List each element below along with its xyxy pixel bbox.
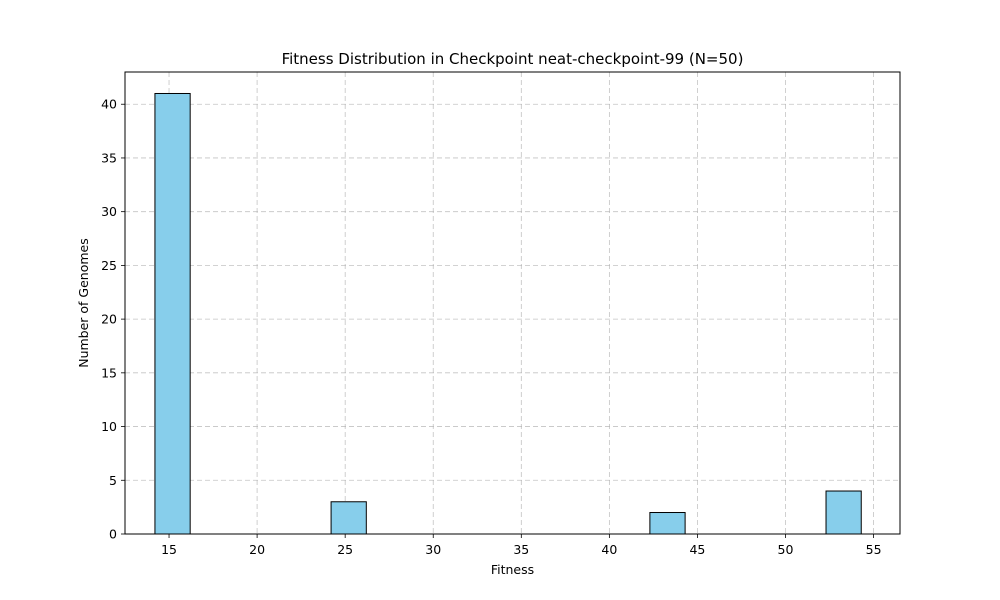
- x-tick-label: 50: [778, 542, 794, 557]
- y-tick-label: 5: [109, 473, 117, 488]
- x-tick-label: 40: [601, 542, 617, 557]
- histogram-bar: [649, 512, 686, 535]
- histogram-bar: [154, 92, 191, 535]
- histogram-bar: [330, 501, 367, 535]
- x-tick-label: 20: [249, 542, 265, 557]
- chart-title: Fitness Distribution in Checkpoint neat-…: [282, 50, 744, 68]
- plot-frame: [124, 71, 901, 535]
- x-tick-label: 30: [425, 542, 441, 557]
- x-tick-label: 55: [866, 542, 882, 557]
- y-tick-label: 15: [101, 365, 117, 380]
- histogram-bar: [825, 490, 862, 535]
- y-tick-label: 35: [101, 150, 117, 165]
- y-tick-label: 25: [101, 258, 117, 273]
- y-tick-label: 20: [101, 312, 117, 327]
- y-tick-label: 0: [109, 527, 117, 542]
- y-tick-label: 30: [101, 204, 117, 219]
- grid-layer: [125, 72, 900, 535]
- y-axis-label: Number of Genomes: [76, 238, 91, 368]
- x-tick-label: 25: [337, 542, 353, 557]
- x-tick-label: 45: [689, 542, 705, 557]
- tick-layer: 15 20 25 30 35 40 45 50 55 0 5 10 15 20 25 30 35 40: [101, 97, 881, 557]
- x-axis-label: Fitness: [491, 562, 534, 577]
- bar-layer: [154, 92, 862, 535]
- y-tick-label: 10: [101, 419, 117, 434]
- x-tick-label: 15: [161, 542, 177, 557]
- x-tick-label: 35: [513, 542, 529, 557]
- y-tick-label: 40: [101, 97, 117, 112]
